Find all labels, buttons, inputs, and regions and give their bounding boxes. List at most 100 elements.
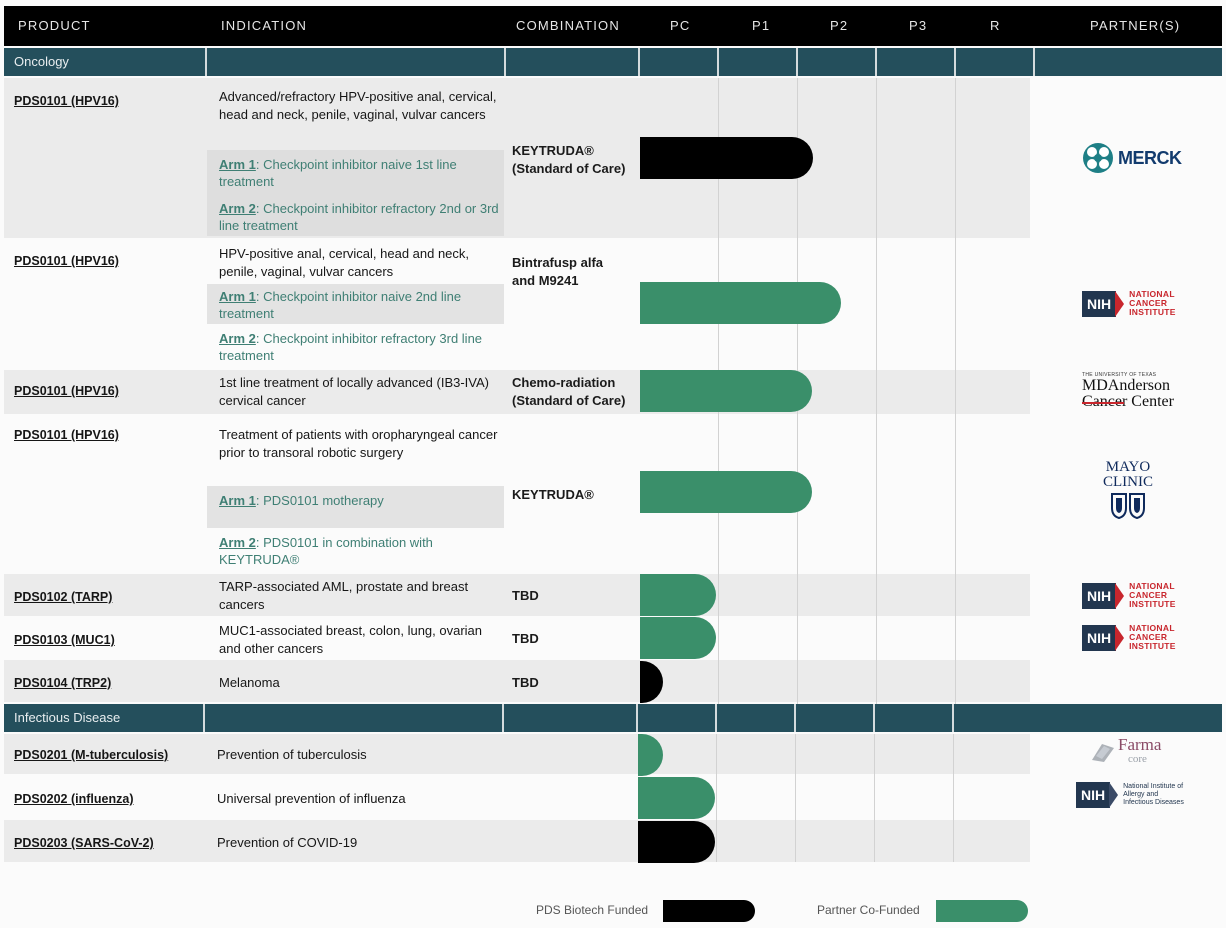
header-p2: P2: [830, 18, 849, 33]
indication-text: Treatment of patients with oropharyngeal…: [219, 427, 498, 460]
arm-text: PDS0101 motherapy: [263, 493, 384, 508]
product-link[interactable]: PDS0101 (HPV16): [14, 254, 119, 268]
section-oncology: Oncology: [4, 48, 1222, 76]
product-link[interactable]: PDS0101 (HPV16): [14, 384, 119, 398]
indication-text: HPV-positive anal, cervical, head and ne…: [219, 246, 470, 279]
nih-box: NIH: [1082, 290, 1117, 317]
combination-text: TBD: [512, 588, 539, 603]
merck-logo: MERCK: [1082, 142, 1182, 174]
progress-bar: [640, 661, 663, 703]
nih-nci-logo: NIH NATIONAL CANCER INSTITUTE: [1082, 582, 1176, 609]
arm-text: Checkpoint inhibitor refractory 3rd line…: [219, 331, 483, 363]
product-link[interactable]: PDS0101 (HPV16): [14, 94, 119, 108]
mayo-clinic-logo: MAYO CLINIC: [1098, 460, 1158, 525]
arm-text: Checkpoint inhibitor naive 2nd line trea…: [219, 289, 462, 321]
product-link[interactable]: PDS0103 (MUC1): [14, 633, 115, 647]
row-bg-10: [4, 820, 1030, 862]
product-link[interactable]: PDS0104 (TRP2): [14, 676, 112, 690]
nih-chevron-icon: [1115, 624, 1125, 651]
indication-text: 1st line treatment of locally advanced (…: [219, 375, 489, 408]
indication-text: TARP-associated AML, prostate and breast…: [219, 579, 469, 612]
row-bg-5: [4, 574, 1030, 616]
progress-bar: [640, 617, 716, 659]
progress-bar: [640, 471, 812, 513]
arm-bg: [207, 150, 504, 196]
arm-text: PDS0101 in combination with KEYTRUDA®: [219, 535, 433, 567]
row-bg-7: [4, 660, 1030, 702]
arm-label: Arm 1: [219, 157, 256, 172]
product-link[interactable]: PDS0201 (M-tuberculosis): [14, 748, 169, 762]
indication-text: Prevention of COVID-19: [217, 835, 358, 850]
progress-bar: [640, 574, 716, 616]
arm-1: Arm 1: Checkpoint inhibitor naive 2nd li…: [219, 289, 462, 321]
arm-bg: [207, 486, 504, 528]
nih-chevron-icon: [1115, 582, 1125, 609]
progress-bar: [640, 370, 812, 412]
nih-chevron-icon: [1115, 290, 1125, 317]
product-link[interactable]: PDS0203 (SARS-CoV-2): [14, 836, 154, 850]
progress-bar: [638, 821, 715, 863]
arm-1: Arm 1: PDS0101 motherapy: [219, 493, 384, 508]
combination-text: KEYTRUDA®: [512, 487, 594, 502]
arm-label: Arm 2: [219, 331, 256, 346]
progress-bar: [640, 137, 813, 179]
section-label: Oncology: [14, 54, 69, 69]
legend-partner-label: Partner Co-Funded: [817, 903, 920, 917]
indication-text: MUC1-associated breast, colon, lung, ova…: [219, 623, 483, 656]
arm-bg: [207, 284, 504, 324]
header-p1: P1: [752, 18, 771, 33]
arm-label: Arm 2: [219, 201, 256, 216]
progress-bar: [640, 282, 841, 324]
niaid-text: National Institute of Allergy and Infectio…: [1123, 783, 1184, 806]
table-header: [4, 6, 1222, 46]
row-bg-8: [4, 734, 1030, 774]
header-indication: INDICATION: [221, 18, 308, 33]
row-bg-3: [4, 370, 1030, 414]
arm-text: Checkpoint inhibitor refractory 2nd or 3…: [219, 201, 499, 233]
arm-label: Arm 1: [219, 289, 256, 304]
arm-2: Arm 2: Checkpoint inhibitor refractory 2…: [219, 201, 499, 233]
combination-text: Bintrafusp alfa and M9241: [512, 255, 604, 288]
header-product: PRODUCT: [18, 18, 91, 33]
merck-icon: [1083, 143, 1113, 173]
header-p3: P3: [909, 18, 928, 33]
nih-box: NIH: [1082, 624, 1117, 651]
arm-1: Arm 1: Checkpoint inhibitor naive 1st li…: [219, 157, 457, 189]
arm-text: Checkpoint inhibitor naive 1st line trea…: [219, 157, 457, 189]
combination-text: TBD: [512, 631, 539, 646]
farmacore-logo: Farma core: [1090, 736, 1161, 766]
header-partners: PARTNER(S): [1090, 18, 1181, 33]
combination-text: KEYTRUDA® (Standard of Care): [512, 143, 626, 176]
product-link[interactable]: PDS0102 (TARP): [14, 590, 113, 604]
row-bg-1: [4, 78, 1030, 238]
arm-2: Arm 2: PDS0101 in combination with KEYTR…: [219, 535, 433, 567]
nih-box: NIH: [1076, 782, 1111, 808]
combination-text: Chemo-radiation (Standard of Care): [512, 375, 626, 408]
arm-label: Arm 2: [219, 535, 256, 550]
indication-text: Prevention of tuberculosis: [217, 747, 367, 762]
legend-pds-swatch: [663, 900, 755, 922]
nci-text: NATIONAL CANCER INSTITUTE: [1129, 581, 1176, 609]
arm-label: Arm 1: [219, 493, 256, 508]
nci-text: NATIONAL CANCER INSTITUTE: [1129, 623, 1176, 651]
combination-text: TBD: [512, 675, 539, 690]
progress-bar: [638, 777, 715, 819]
farmacore-icon: [1092, 744, 1114, 762]
nci-text: NATIONAL CANCER INSTITUTE: [1129, 289, 1176, 317]
nih-nci-logo: NIH NATIONAL CANCER INSTITUTE: [1082, 290, 1176, 317]
nih-nci-logo: NIH NATIONAL CANCER INSTITUTE: [1082, 624, 1176, 651]
mayo-shield-icon: [1111, 493, 1145, 520]
section-label: Infectious Disease: [14, 710, 121, 725]
section-infectious-disease: Infectious Disease: [4, 704, 1222, 732]
indication-text: Universal prevention of influenza: [217, 791, 406, 806]
header-combination: COMBINATION: [516, 18, 620, 33]
legend-pds-label: PDS Biotech Funded: [536, 903, 649, 917]
arm-bg: [207, 196, 504, 236]
mdanderson-logo: THE UNIVERSITY OF TEXAS MDAnderson Cance…: [1082, 372, 1174, 410]
header-r: R: [990, 18, 1001, 33]
header-pc: PC: [670, 18, 691, 33]
product-link[interactable]: PDS0202 (influenza): [14, 792, 134, 806]
nih-chevron-icon: [1109, 782, 1119, 808]
product-link[interactable]: PDS0101 (HPV16): [14, 428, 119, 442]
merck-wordmark: MERCK: [1118, 147, 1182, 168]
